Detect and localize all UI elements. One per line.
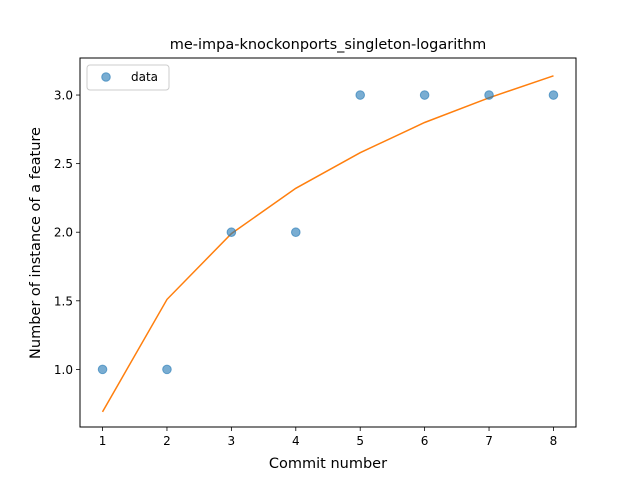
legend-marker	[101, 72, 111, 82]
y-tick-label: 2.5	[54, 157, 73, 171]
axis-ticks: 1 2 3 4 5 6 7 8 1.0 1.5 2.0 2.5 3.0	[54, 89, 557, 448]
y-tick-label: 1.5	[54, 294, 73, 308]
y-tick-label: 2.0	[54, 226, 73, 240]
data-point	[355, 90, 366, 100]
x-tick-label: 5	[356, 434, 364, 448]
y-tick-label: 3.0	[54, 89, 73, 103]
legend-label: data	[131, 70, 158, 84]
x-tick-label: 8	[550, 434, 558, 448]
x-tick-label: 3	[228, 434, 236, 448]
x-tick-label: 7	[485, 434, 493, 448]
data-point	[548, 90, 559, 100]
data-point	[419, 90, 430, 100]
plot-area	[97, 75, 559, 413]
x-tick-label: 2	[163, 434, 171, 448]
axes-frame	[79, 57, 577, 428]
x-tick-label: 4	[292, 434, 300, 448]
y-tick-label: 1.0	[54, 363, 73, 377]
legend-box	[86, 64, 170, 91]
x-tick-label: 6	[421, 434, 429, 448]
chart-title: me-impa-knockonports_singleton-logarithm	[170, 37, 487, 53]
data-point	[162, 364, 172, 375]
x-tick-label: 1	[99, 434, 107, 448]
data-point	[226, 227, 237, 238]
data-point	[97, 364, 108, 375]
data-point	[484, 90, 494, 100]
fit-line	[101, 75, 554, 413]
y-axis-label: Number of instance of a feature	[28, 127, 44, 359]
legend: data	[86, 64, 170, 91]
x-axis-label: Commit number	[269, 456, 387, 472]
data-point	[290, 227, 301, 238]
